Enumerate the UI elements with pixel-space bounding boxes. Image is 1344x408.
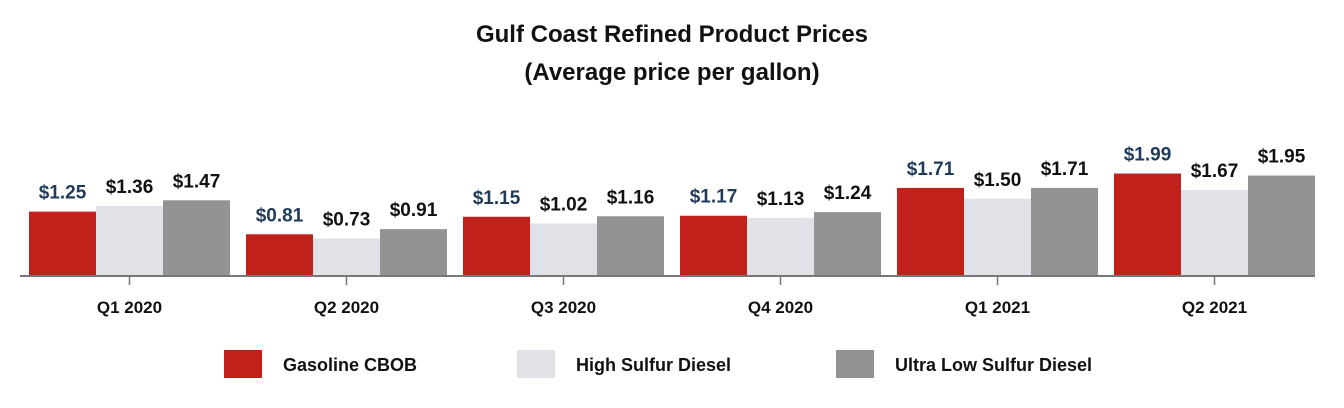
x-tick-label: Q3 2020 [531,298,596,317]
legend-swatch [836,350,874,378]
legend-swatch [517,350,555,378]
bar [380,229,447,276]
bar [313,238,380,276]
legend-label: Gasoline CBOB [283,355,417,375]
x-tick-label: Q2 2020 [314,298,379,317]
data-label: $1.25 [39,183,87,204]
data-label: $1.71 [1041,159,1089,180]
x-tick-label: Q1 2021 [965,298,1030,317]
legend-label: High Sulfur Diesel [576,355,731,375]
bar [1114,173,1181,276]
legend-label: Ultra Low Sulfur Diesel [895,355,1092,375]
bar [1031,187,1098,276]
data-label: $1.95 [1258,147,1306,168]
chart-subtitle: (Average price per gallon) [524,59,819,86]
bar [1181,189,1248,276]
bar [246,234,313,276]
data-label: $1.50 [974,170,1022,191]
data-label: $0.73 [323,209,371,230]
x-tick-label: Q2 2021 [1182,298,1247,317]
bar [1248,175,1315,276]
data-label: $1.02 [540,194,588,215]
bar [530,223,597,276]
bar [897,187,964,276]
bar [964,198,1031,276]
data-label: $1.17 [690,187,738,208]
data-label: $1.15 [473,188,521,209]
bar [29,211,96,276]
bar [463,216,530,276]
legend-swatch [224,350,262,378]
data-label: $1.71 [907,159,955,180]
bar [814,212,881,276]
data-label: $1.16 [607,187,655,208]
data-label: $1.24 [824,183,872,204]
data-label: $1.47 [173,171,221,192]
x-tick-label: Q4 2020 [748,298,813,317]
data-label: $0.81 [256,205,304,226]
bar [680,215,747,276]
data-label: $1.13 [757,189,805,210]
bar [597,216,664,276]
data-label: $1.36 [106,177,154,198]
x-tick-label: Q1 2020 [97,298,162,317]
chart-title: Gulf Coast Refined Product Prices [476,21,868,48]
data-label: $1.67 [1191,161,1239,182]
bar [96,205,163,276]
bar [163,200,230,276]
data-label: $0.91 [390,200,438,221]
bar [747,217,814,276]
data-label: $1.99 [1124,145,1172,166]
